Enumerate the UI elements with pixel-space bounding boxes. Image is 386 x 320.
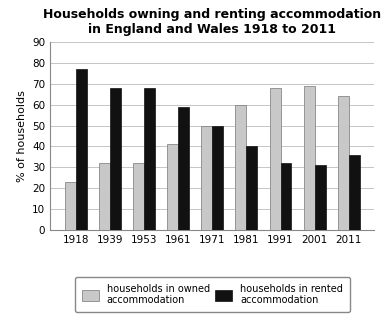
Bar: [110, 88, 121, 230]
Bar: [235, 105, 246, 230]
Bar: [246, 147, 257, 230]
Bar: [201, 125, 212, 230]
Bar: [338, 96, 349, 230]
Y-axis label: % of households: % of households: [17, 90, 27, 182]
Bar: [315, 165, 325, 230]
Title: Households owning and renting accommodation
in England and Wales 1918 to 2011: Households owning and renting accommodat…: [43, 8, 381, 36]
Bar: [99, 163, 110, 230]
Bar: [178, 107, 189, 230]
Bar: [133, 163, 144, 230]
Bar: [304, 86, 315, 230]
Bar: [144, 88, 155, 230]
Bar: [349, 155, 360, 230]
Bar: [76, 69, 87, 230]
Bar: [212, 125, 223, 230]
Bar: [281, 163, 291, 230]
Bar: [167, 144, 178, 230]
Legend: households in owned
accommodation, households in rented
accommodation: households in owned accommodation, house…: [75, 277, 350, 312]
Bar: [269, 88, 281, 230]
Bar: [65, 182, 76, 230]
